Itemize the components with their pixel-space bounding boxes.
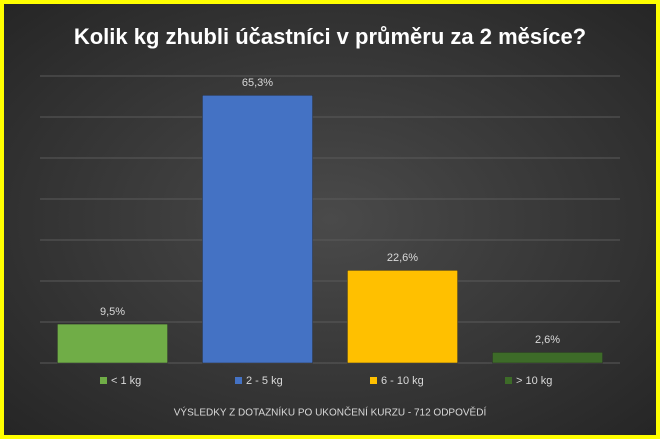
value-label: 65,3% bbox=[242, 77, 273, 89]
bar bbox=[492, 352, 603, 364]
chart-title: Kolik kg zhubli účastníci v průměru za 2… bbox=[74, 24, 586, 49]
footnote: VÝSLEDKY Z DOTAZNÍKU PO UKONČENÍ KURZU -… bbox=[174, 406, 487, 419]
chart-background bbox=[4, 4, 656, 435]
value-label: 2,6% bbox=[535, 334, 560, 346]
legend-swatch bbox=[235, 377, 242, 384]
legend-label: 2 - 5 kg bbox=[246, 375, 283, 387]
bar bbox=[202, 95, 313, 364]
value-label: 22,6% bbox=[387, 252, 418, 264]
value-label: 9,5% bbox=[100, 306, 125, 318]
legend-swatch bbox=[370, 377, 377, 384]
legend-swatch bbox=[100, 377, 107, 384]
legend-label: 6 - 10 kg bbox=[381, 375, 424, 387]
legend-label: < 1 kg bbox=[111, 375, 141, 387]
bar bbox=[347, 270, 458, 364]
bar bbox=[57, 323, 168, 364]
legend-label: > 10 kg bbox=[516, 375, 552, 387]
legend-swatch bbox=[505, 377, 512, 384]
